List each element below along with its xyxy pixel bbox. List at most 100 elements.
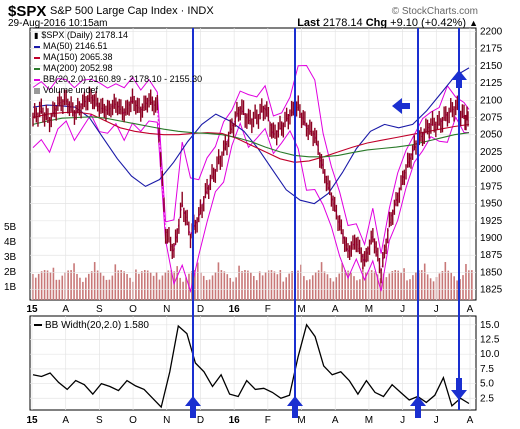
volume-bar — [214, 272, 217, 300]
x-tick-label: M — [365, 304, 373, 315]
volume-bar — [247, 270, 249, 300]
legend-price-text: $SPX (Daily) 2178.14 — [41, 30, 128, 40]
volume-bar — [279, 270, 282, 300]
volume-bar — [400, 272, 402, 300]
volume-bar — [82, 281, 84, 300]
volume-bar — [173, 271, 176, 300]
volume-bar — [126, 274, 128, 300]
volume-bar — [429, 278, 432, 300]
volume-bar — [99, 272, 102, 300]
volume-bar — [397, 270, 399, 300]
volume-bar — [465, 264, 467, 300]
x-tick-label: F — [265, 415, 271, 426]
volume-bar — [332, 281, 335, 300]
volume-bar — [303, 276, 305, 300]
x-tick-label: 16 — [229, 304, 241, 315]
y-tick-label: 2175 — [480, 44, 503, 55]
x-tick-label: D — [197, 304, 204, 315]
bb-swatch — [34, 78, 40, 81]
volume-bar — [90, 271, 93, 300]
x-tick-label: 16 — [229, 415, 241, 426]
volume-bar — [85, 277, 87, 300]
x-tick-label: D — [197, 415, 204, 426]
volume-bar — [423, 263, 426, 300]
exchange-label: INDX — [187, 5, 214, 17]
volume-bar — [297, 270, 299, 300]
y-tick-label: 2050 — [480, 130, 503, 141]
volume-bar — [471, 270, 473, 300]
volume-bar — [415, 272, 417, 300]
volume-bar — [123, 271, 125, 300]
volume-tick-label: 4B — [4, 237, 17, 248]
volume-bar — [317, 270, 320, 300]
leftward-arrow-icon — [392, 98, 410, 114]
x-tick-label: N — [163, 415, 170, 426]
volume-bar — [438, 273, 441, 300]
volume-bar — [338, 273, 341, 300]
volume-bar — [406, 280, 408, 300]
bbwidth-series-line — [32, 323, 470, 409]
y-tick-label: 2150 — [480, 61, 503, 72]
volume-bar — [270, 270, 273, 300]
volume-bar — [362, 267, 364, 300]
volume-bar — [420, 270, 423, 300]
signal-vertical-lines — [192, 28, 460, 410]
x-tick-label: M — [365, 415, 373, 426]
volume-bar — [311, 275, 314, 300]
y-tick-label: 2125 — [480, 78, 503, 89]
chg-label: Chg — [365, 17, 388, 29]
volume-bar — [149, 272, 152, 300]
volume-bar — [176, 266, 178, 300]
volume-bar — [267, 270, 270, 300]
lower-legend: BB Width(20,2.0) 1.580 — [34, 320, 149, 331]
volume-bar — [453, 276, 455, 300]
ma150-swatch — [34, 56, 40, 59]
bottom-x-tick-labels: 15 A S O N D 16 F M A M J J A — [26, 415, 473, 426]
chg-arrow-icon: ▲ — [469, 18, 478, 28]
volume-tick-label: 2B — [4, 267, 17, 278]
legend-price: ▮ $SPX (Daily) 2178.14 — [34, 30, 202, 41]
y-tick-label: 1975 — [480, 181, 503, 192]
y-tick-label: 1875 — [480, 250, 503, 261]
volume-bar — [161, 275, 164, 300]
volume-bar — [32, 274, 34, 300]
legend-volume: Volume undef — [34, 85, 202, 96]
y-tick-label: 2000 — [480, 164, 503, 175]
volume-bar — [34, 277, 37, 300]
bb-lower-band — [32, 113, 469, 294]
volume-bar — [291, 271, 293, 300]
volume-bar — [273, 271, 276, 300]
volume-bar — [329, 278, 332, 300]
volume-bar — [347, 270, 349, 300]
chg-value: +9.10 (+0.42%) — [390, 17, 467, 29]
y-tick-label: 2025 — [480, 147, 503, 158]
volume-bar — [37, 273, 40, 300]
volume-bar — [394, 270, 397, 300]
legend-volume-text: Volume undef — [43, 85, 99, 95]
volume-bar — [350, 272, 352, 300]
chart-symbol: $SPX — [8, 3, 47, 20]
volume-swatch — [34, 87, 40, 94]
volume-bar — [323, 271, 326, 300]
volume-bar — [353, 276, 355, 300]
upward-arrow-icon — [410, 396, 426, 418]
volume-bar — [255, 280, 258, 300]
volume-bar — [235, 277, 237, 300]
signal-arrows — [185, 70, 467, 418]
x-tick-label: A — [332, 304, 339, 315]
y-tick-label: 1950 — [480, 199, 503, 210]
lower-y-tick-labels: 2.5 5.0 7.5 10.0 12.5 15.0 — [480, 320, 500, 404]
upward-arrow-icon — [185, 396, 201, 418]
volume-bar — [182, 281, 184, 300]
volume-bar — [326, 274, 329, 300]
quote-summary: Last 2178.14 Chg +9.10 (+0.42%) ▲ — [297, 17, 478, 29]
volume-bar — [76, 273, 78, 300]
y-tick-label: 1900 — [480, 233, 503, 244]
chart-date: 29-Aug-2016 10:15am — [8, 18, 108, 29]
x-tick-label: A — [467, 304, 474, 315]
legend-ma150-text: MA(150) 2065.38 — [43, 52, 113, 62]
lower-y-tick-label: 5.0 — [480, 379, 494, 390]
volume-bar — [143, 270, 146, 300]
y-tick-label: 2075 — [480, 113, 503, 124]
volume-bar — [141, 271, 143, 300]
